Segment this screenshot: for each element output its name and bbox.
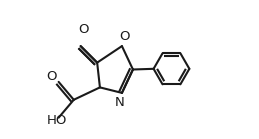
Text: O: O (78, 23, 89, 36)
Text: N: N (115, 96, 125, 109)
Text: O: O (47, 70, 57, 83)
Text: O: O (119, 30, 130, 43)
Text: HO: HO (47, 114, 67, 127)
